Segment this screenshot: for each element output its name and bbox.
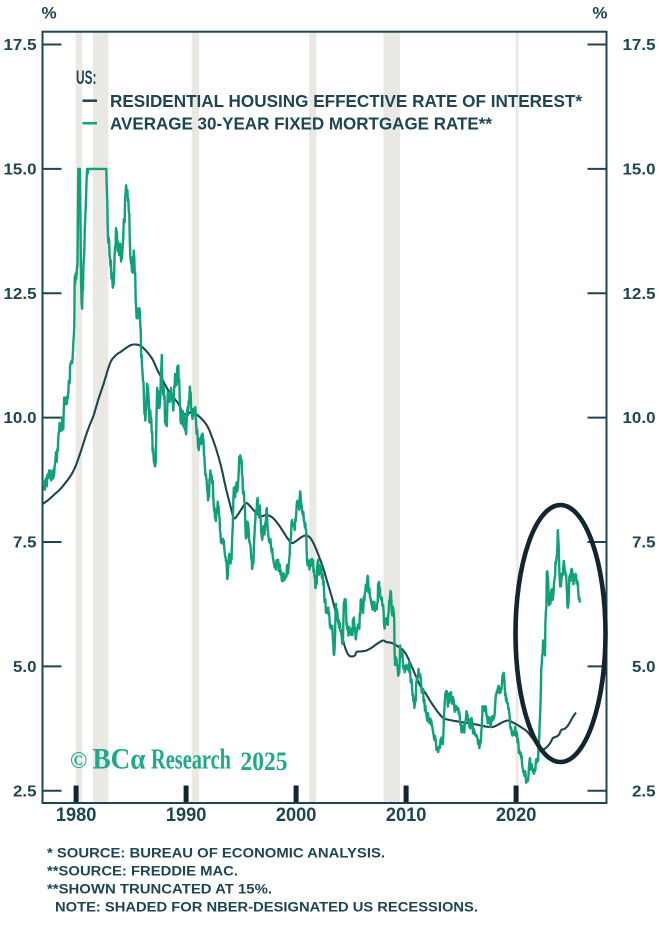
svg-text:Research: Research bbox=[151, 744, 231, 776]
svg-text:1980: 1980 bbox=[56, 805, 97, 826]
svg-text:2.5: 2.5 bbox=[632, 783, 656, 800]
svg-text:12.5: 12.5 bbox=[4, 286, 37, 303]
svg-text:17.5: 17.5 bbox=[623, 37, 656, 54]
svg-text:17.5: 17.5 bbox=[4, 37, 37, 54]
svg-text:NOTE: SHADED FOR NBER-DESIGNAT: NOTE: SHADED FOR NBER-DESIGNATED US RECE… bbox=[55, 900, 478, 915]
svg-text:©: © bbox=[70, 748, 87, 773]
svg-text:10.0: 10.0 bbox=[623, 410, 656, 427]
svg-text:7.5: 7.5 bbox=[632, 535, 656, 552]
svg-text:2.5: 2.5 bbox=[13, 783, 37, 800]
svg-text:2020: 2020 bbox=[496, 805, 537, 826]
svg-text:US:: US: bbox=[76, 68, 97, 89]
svg-text:2000: 2000 bbox=[276, 805, 317, 826]
svg-text:1990: 1990 bbox=[166, 805, 207, 826]
svg-text:* SOURCE: BUREAU OF ECONOMIC A: * SOURCE: BUREAU OF ECONOMIC ANALYSIS. bbox=[47, 846, 385, 861]
svg-text:15.0: 15.0 bbox=[623, 161, 656, 178]
svg-text:%: % bbox=[592, 4, 607, 23]
svg-text:5.0: 5.0 bbox=[632, 659, 656, 676]
svg-text:2025: 2025 bbox=[241, 747, 288, 776]
svg-text:5.0: 5.0 bbox=[13, 659, 37, 676]
svg-text:RESIDENTIAL HOUSING EFFECTIVE: RESIDENTIAL HOUSING EFFECTIVE RATE OF IN… bbox=[110, 91, 582, 111]
svg-text:15.0: 15.0 bbox=[4, 161, 37, 178]
svg-text:**SOURCE: FREDDIE MAC.: **SOURCE: FREDDIE MAC. bbox=[47, 864, 238, 879]
svg-text:AVERAGE 30-YEAR FIXED MORTGAGE: AVERAGE 30-YEAR FIXED MORTGAGE RATE** bbox=[110, 114, 492, 134]
svg-text:**SHOWN TRUNCATED AT 15%.: **SHOWN TRUNCATED AT 15%. bbox=[47, 882, 272, 897]
svg-text:10.0: 10.0 bbox=[4, 410, 37, 427]
svg-text:7.5: 7.5 bbox=[13, 535, 37, 552]
svg-text:%: % bbox=[42, 4, 57, 23]
svg-text:12.5: 12.5 bbox=[623, 286, 656, 303]
svg-text:2010: 2010 bbox=[386, 805, 427, 826]
svg-text:BCα: BCα bbox=[93, 743, 146, 776]
